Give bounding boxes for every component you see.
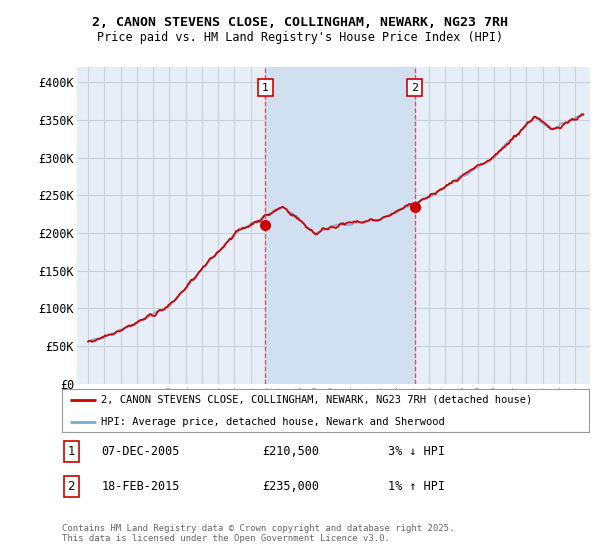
Text: HPI: Average price, detached house, Newark and Sherwood: HPI: Average price, detached house, Newa…: [101, 417, 445, 427]
Text: 07-DEC-2005: 07-DEC-2005: [101, 445, 179, 458]
Text: 18-FEB-2015: 18-FEB-2015: [101, 480, 179, 493]
Bar: [265, 67, 415, 384]
Text: 2: 2: [68, 480, 75, 493]
Text: £235,000: £235,000: [262, 480, 319, 493]
Text: £210,500: £210,500: [262, 445, 319, 458]
Text: 2: 2: [411, 82, 418, 92]
Text: 1: 1: [262, 82, 269, 92]
Text: 1: 1: [68, 445, 75, 458]
Text: 2, CANON STEVENS CLOSE, COLLINGHAM, NEWARK, NG23 7RH: 2, CANON STEVENS CLOSE, COLLINGHAM, NEWA…: [92, 16, 508, 29]
Text: Contains HM Land Registry data © Crown copyright and database right 2025.
This d: Contains HM Land Registry data © Crown c…: [62, 524, 454, 543]
Text: 2, CANON STEVENS CLOSE, COLLINGHAM, NEWARK, NG23 7RH (detached house): 2, CANON STEVENS CLOSE, COLLINGHAM, NEWA…: [101, 395, 533, 405]
Text: 1% ↑ HPI: 1% ↑ HPI: [388, 480, 445, 493]
Text: 3% ↓ HPI: 3% ↓ HPI: [388, 445, 445, 458]
Text: Price paid vs. HM Land Registry's House Price Index (HPI): Price paid vs. HM Land Registry's House …: [97, 31, 503, 44]
